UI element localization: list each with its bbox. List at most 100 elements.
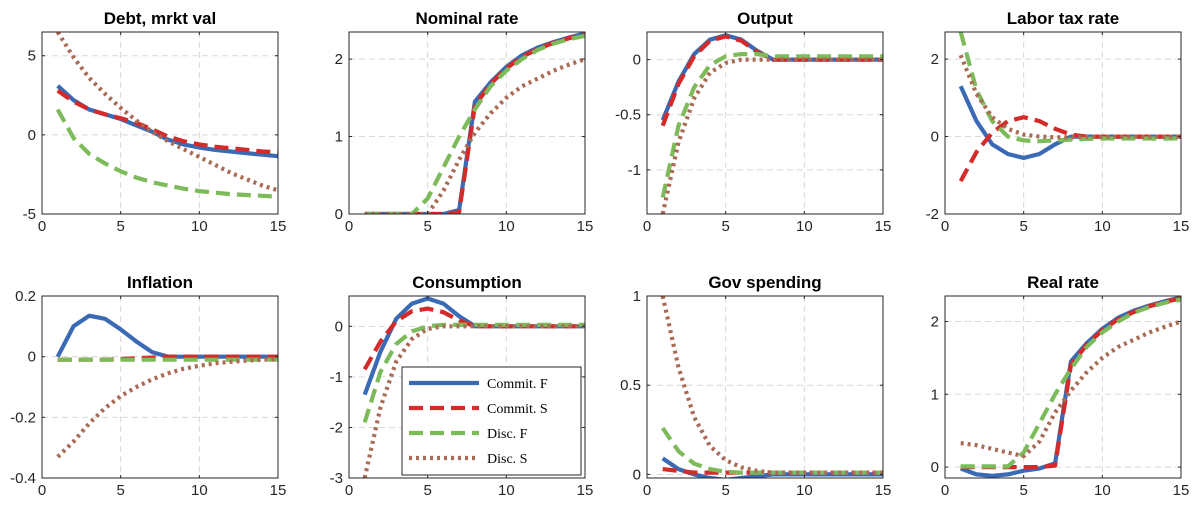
series-line-disc-f	[55, 108, 278, 199]
series-line-commit-s	[57, 354, 278, 362]
x-tick-label: 15	[270, 218, 287, 235]
series-line-disc-f	[660, 51, 883, 198]
panel-title: Real rate	[1027, 273, 1099, 292]
x-tick-label: 15	[270, 482, 287, 499]
x-tick-label: 5	[721, 482, 729, 499]
panel-title: Inflation	[127, 273, 193, 292]
x-tick-label: 0	[941, 218, 949, 235]
x-tick-label: 10	[498, 482, 515, 499]
x-tick-label: 15	[577, 218, 594, 235]
x-tick-label: 10	[191, 218, 208, 235]
y-tick-label: 0	[28, 349, 36, 366]
y-tick-label: 0.5	[620, 377, 641, 394]
y-tick-label: 1	[931, 386, 939, 403]
y-tick-label: 5	[28, 48, 36, 65]
series-line-disc-s	[960, 319, 1181, 459]
series-line-commit-s	[56, 88, 278, 155]
axes-box	[944, 31, 1182, 215]
y-tick-label: 0	[335, 318, 343, 335]
x-tick-label: 0	[345, 482, 353, 499]
x-tick-label: 5	[423, 482, 431, 499]
series-line-commit-f	[56, 84, 278, 159]
y-tick-label: 0	[633, 52, 641, 69]
x-tick-label: 0	[38, 482, 46, 499]
panel-title: Output	[737, 9, 793, 28]
x-tick-label: 10	[498, 218, 515, 235]
x-tick-label: 5	[423, 218, 431, 235]
series-line-disc-f	[958, 32, 1181, 144]
x-tick-label: 15	[875, 218, 892, 235]
panel-title: Debt, mrkt val	[104, 9, 216, 28]
legend-label-disc-s: Disc. S	[487, 452, 527, 467]
series-line-disc-f	[660, 426, 883, 475]
axes-box	[348, 295, 586, 479]
panel-output: 0 5 10 15 -1 -0.5 0 Output	[615, 9, 891, 235]
x-tick-label: 15	[1173, 218, 1190, 235]
y-tick-label: -1	[628, 162, 641, 179]
panel-nominal-rate: 0 5 10 15 0 1 2 Nominal rate	[335, 9, 594, 235]
x-tick-label: 0	[941, 482, 949, 499]
y-tick-label: 2	[931, 313, 939, 330]
x-tick-label: 0	[345, 218, 353, 235]
y-tick-label: -1	[330, 369, 343, 386]
panel-title: Nominal rate	[416, 9, 519, 28]
series-line-disc-s	[55, 32, 278, 193]
y-tick-label: -5	[23, 206, 36, 223]
y-tick-label: -2	[330, 419, 343, 436]
y-tick-label: -2	[926, 206, 939, 223]
x-tick-label: 15	[577, 482, 594, 499]
series-line-disc-s	[56, 357, 278, 459]
series-line-commit-f	[660, 33, 883, 121]
y-tick-label: -0.5	[615, 107, 641, 124]
series-line-disc-s	[958, 54, 1181, 140]
y-tick-label: 0.2	[15, 288, 36, 305]
x-tick-label: 5	[721, 218, 729, 235]
axes-box	[944, 295, 1182, 479]
axes-box	[41, 31, 279, 215]
series-line-commit-f	[661, 456, 883, 478]
y-tick-label: 0	[633, 466, 641, 483]
x-tick-label: 10	[191, 482, 208, 499]
x-tick-label: 15	[1173, 482, 1190, 499]
x-tick-label: 15	[875, 482, 892, 499]
x-tick-label: 0	[643, 482, 651, 499]
legend: Commit. F Commit. S Disc. F Disc. S	[401, 366, 582, 476]
panel-inflation: 0 5 10 15 -0.4 -0.2 0 0.2 Inflation	[10, 273, 286, 499]
panel-title: Labor tax rate	[1007, 9, 1119, 28]
y-tick-label: 0	[335, 206, 343, 223]
panel-title: Gov spending	[708, 273, 821, 292]
y-tick-label: 0	[931, 459, 939, 476]
x-tick-label: 0	[38, 218, 46, 235]
series-line-disc-s	[364, 57, 585, 214]
x-tick-label: 5	[1019, 482, 1027, 499]
axes-box	[41, 295, 279, 479]
x-tick-label: 10	[796, 218, 813, 235]
series-line-commit-s	[660, 34, 883, 127]
y-tick-label: 0	[931, 129, 939, 146]
series-line-disc-s	[660, 296, 883, 475]
legend-label-commit-s: Commit. S	[487, 402, 548, 417]
series-line-commit-f	[364, 32, 585, 214]
series-line-disc-s	[362, 324, 585, 478]
series-line-commit-s	[364, 32, 585, 214]
series-line-disc-f	[364, 33, 585, 214]
axes-box	[646, 31, 884, 215]
y-tick-label: 0	[28, 127, 36, 144]
y-tick-label: 2	[931, 51, 939, 68]
x-tick-label: 0	[643, 218, 651, 235]
y-tick-label: 2	[335, 51, 343, 68]
series-line-commit-s	[958, 115, 1181, 183]
legend-label-disc-f: Disc. F	[487, 427, 528, 442]
axes-box	[348, 31, 586, 215]
series-line-commit-f	[55, 313, 278, 359]
y-tick-label: 1	[335, 129, 343, 146]
y-tick-label: 1	[633, 288, 641, 305]
x-tick-label: 5	[116, 482, 124, 499]
x-tick-label: 10	[1094, 218, 1111, 235]
x-tick-label: 5	[1019, 218, 1027, 235]
x-tick-label: 10	[1094, 482, 1111, 499]
